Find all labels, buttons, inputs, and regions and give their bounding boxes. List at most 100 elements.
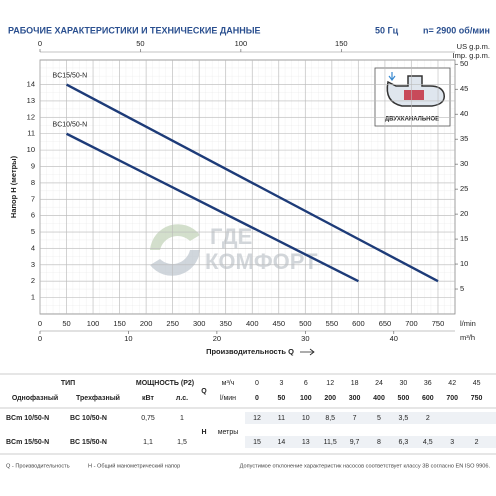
- q-value: 50: [278, 395, 286, 402]
- top2-unit: Imp. g.p.m.: [452, 51, 490, 60]
- x-tick-label: 450: [273, 319, 286, 328]
- power-kw: 0,75: [141, 415, 155, 422]
- x3-tick-label: 20: [213, 334, 221, 343]
- logo-part: [150, 224, 200, 250]
- top-tick-label: 50: [136, 39, 144, 48]
- footer-q: Q - Производительность: [6, 463, 70, 469]
- q-value: 36: [424, 380, 432, 387]
- watermark-text: ГДЕ: [210, 224, 252, 249]
- y2-tick-label: 10: [460, 259, 468, 268]
- top-tick-label: 150: [335, 39, 348, 48]
- sub-header: Однофазный: [12, 394, 58, 402]
- x-tick-label: 300: [193, 319, 206, 328]
- inset: ДВУХКАНАЛЬНОЕ: [374, 67, 451, 127]
- h-value: 8: [377, 439, 381, 446]
- y2-tick-label: 25: [460, 184, 468, 193]
- q-symbol: Q: [201, 388, 207, 395]
- y-tick-label: 5: [31, 227, 35, 236]
- y-tick-label: 2: [31, 276, 35, 285]
- series-line: [65, 83, 439, 283]
- x-tick-label: 150: [113, 319, 126, 328]
- y-tick-label: 14: [27, 80, 35, 89]
- impeller: [404, 90, 424, 100]
- q-value: 6: [304, 380, 308, 387]
- row-band: [245, 412, 496, 424]
- sub-header: кВт: [142, 395, 154, 402]
- inset-label: ДВУХКАНАЛЬНОЕ: [385, 117, 439, 123]
- q-value: 3: [279, 380, 283, 387]
- x3-tick-label: 40: [390, 334, 398, 343]
- top-unit: US g.p.m.: [457, 42, 490, 51]
- h-value: 3,5: [399, 415, 409, 422]
- h-value: 9,7: [350, 439, 360, 446]
- q-value: 700: [446, 395, 458, 402]
- footer-h: H - Общий манометрический напор: [88, 462, 180, 469]
- q-value: 500: [398, 395, 410, 402]
- y-tick-label: 12: [27, 112, 35, 121]
- y2-tick-label: 45: [460, 84, 468, 93]
- x-tick-label: 600: [352, 319, 365, 328]
- row-band: [245, 436, 496, 448]
- x3-unit: m³/h: [460, 333, 475, 342]
- y2-tick-label: 30: [460, 159, 468, 168]
- speed: n= 2900 об/мин: [423, 25, 490, 35]
- x-axis-title: Производительность Q: [206, 347, 294, 356]
- q-value: 600: [422, 395, 434, 402]
- q-value: 0: [255, 380, 259, 387]
- top-tick-label: 0: [38, 39, 42, 48]
- h-value: 11: [278, 415, 285, 422]
- q-value: 0: [255, 395, 259, 402]
- y2-tick-label: 15: [460, 234, 468, 243]
- y2-tick-label: 5: [460, 284, 464, 293]
- power-hp: 1: [180, 415, 184, 422]
- q-value: 750: [471, 395, 483, 402]
- y-tick-label: 13: [27, 96, 35, 105]
- model-single: BCm 10/50-N: [6, 415, 49, 422]
- q-value: 400: [373, 395, 385, 402]
- series-label: BC10/50-N: [53, 122, 88, 129]
- x-tick-label: 200: [140, 319, 153, 328]
- h-value: 4,5: [423, 439, 433, 446]
- h-unit: метры: [218, 429, 239, 436]
- x-tick-label: 650: [379, 319, 392, 328]
- x3-tick-label: 0: [38, 334, 42, 343]
- footer-tolerance: Допустимое отклонение характеристик насо…: [240, 463, 491, 469]
- h-value: 7: [353, 415, 357, 422]
- y-tick-label: 10: [27, 145, 35, 154]
- model-three: BC 10/50-N: [70, 415, 107, 422]
- h-value: 15: [253, 439, 261, 446]
- title: РАБОЧИЕ ХАРАКТЕРИСТИКИ И ТЕХНИЧЕСКИЕ ДАН…: [8, 25, 261, 35]
- y2-tick-label: 50: [460, 59, 468, 68]
- x-tick-label: 750: [432, 319, 445, 328]
- col-power: МОЩНОСТЬ (P2): [136, 380, 194, 387]
- q-value: 42: [448, 380, 456, 387]
- series-label: BC15/50-N: [53, 72, 88, 79]
- h-value: 11,5: [324, 439, 337, 446]
- series-line: [65, 132, 359, 283]
- power-hp: 1,5: [177, 439, 187, 446]
- frequency: 50 Гц: [375, 25, 399, 35]
- y-tick-label: 11: [27, 129, 35, 138]
- h-value: 8,5: [325, 415, 335, 422]
- y-tick-label: 7: [31, 194, 35, 203]
- q-value: 200: [324, 395, 336, 402]
- model-three: BC 15/50-N: [70, 439, 107, 446]
- h-value: 5: [377, 415, 381, 422]
- h-value: 6,3: [399, 439, 409, 446]
- x-tick-label: 0: [38, 319, 42, 328]
- x-unit: l/min: [460, 319, 476, 328]
- x-tick-label: 500: [299, 319, 312, 328]
- x-tick-label: 50: [62, 319, 70, 328]
- model-single: BCm 15/50-N: [6, 439, 49, 446]
- watermark: ГДЕ КОМФОРТ: [150, 224, 318, 276]
- y2-tick-label: 35: [460, 134, 468, 143]
- q-value: 24: [375, 380, 383, 387]
- y-tick-label: 3: [31, 260, 35, 269]
- q-value: 300: [349, 395, 361, 402]
- y-axis-title: Напор H (метры): [9, 155, 18, 218]
- top-tick-label: 100: [235, 39, 248, 48]
- y2-tick-label: 20: [460, 209, 468, 218]
- h-value: 13: [302, 439, 310, 446]
- x-tick-label: 400: [246, 319, 259, 328]
